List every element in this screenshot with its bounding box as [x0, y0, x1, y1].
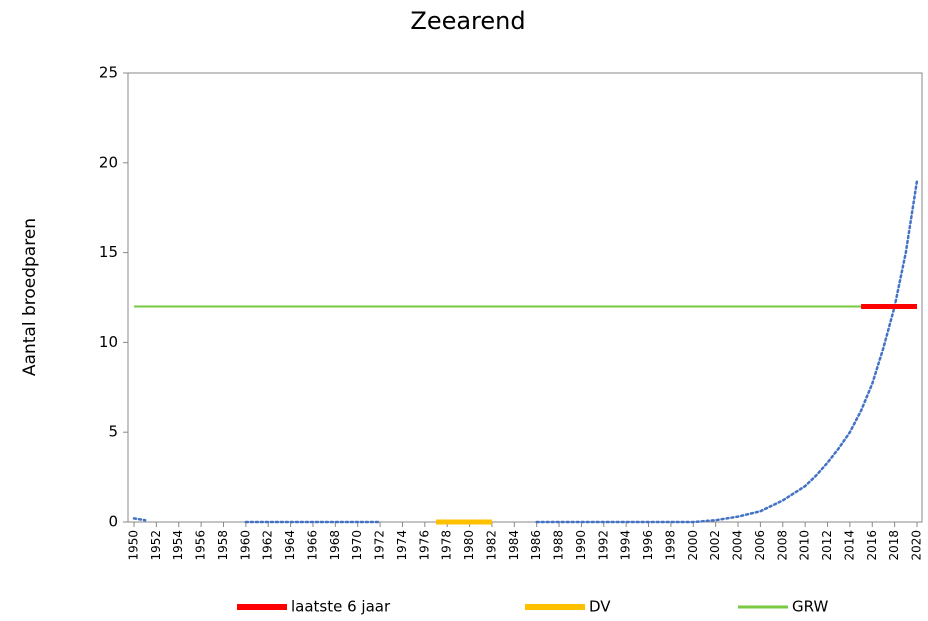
x-tick-label: 1974 — [395, 530, 409, 561]
series-line — [132, 517, 147, 522]
x-tick-label: 1968 — [328, 530, 342, 561]
plot-frame — [127, 72, 923, 523]
x-tick-label: 1976 — [417, 530, 431, 561]
x-tick-label: 2000 — [686, 530, 700, 561]
x-tick-label: 1950 — [127, 530, 141, 561]
x-tick-label: 1970 — [350, 530, 364, 561]
x-tick-label: 1992 — [596, 530, 610, 561]
x-tick-label: 1994 — [619, 530, 633, 561]
x-tick-label: 2012 — [820, 530, 834, 561]
x-tick-label: 1984 — [507, 530, 521, 561]
x-tick-label: 1982 — [484, 530, 498, 561]
x-tick-label: 1962 — [261, 530, 275, 561]
x-tick-label: 2008 — [775, 530, 789, 561]
x-tick-label: 1998 — [663, 530, 677, 561]
x-tick-label: 1952 — [149, 530, 163, 561]
y-tick-label: 20 — [99, 153, 118, 171]
y-tick-label: 10 — [99, 333, 118, 351]
x-tick-label: 1986 — [529, 530, 543, 561]
y-axis-label: Aantal broedparen — [20, 218, 40, 376]
legend-label: laatste 6 jaar — [291, 598, 391, 616]
x-tick-label: 1978 — [440, 530, 454, 561]
x-tick-label: 1956 — [194, 530, 208, 561]
x-tick-label: 2014 — [842, 530, 856, 561]
chart-title: Zeearend — [410, 7, 525, 35]
x-tick-label: 1988 — [552, 530, 566, 561]
x-tick-label: 1990 — [574, 530, 588, 561]
x-tick-label: 2016 — [865, 530, 879, 561]
x-tick-label: 1954 — [171, 530, 185, 561]
x-tick-label: 1958 — [216, 530, 230, 561]
x-tick-label: 1964 — [283, 530, 297, 561]
x-tick-label: 2010 — [798, 530, 812, 561]
x-tick-label: 2006 — [753, 530, 767, 561]
x-tick-label: 1960 — [238, 530, 252, 561]
legend-label: DV — [589, 598, 611, 616]
x-tick-label: 2020 — [910, 530, 924, 561]
legend-label: GRW — [792, 598, 828, 616]
x-tick-label: 1972 — [373, 530, 387, 561]
y-tick-label: 5 — [108, 423, 118, 441]
x-tick-label: 1966 — [305, 530, 319, 561]
y-tick-label: 15 — [99, 243, 118, 261]
series-line — [535, 179, 919, 524]
x-tick-label: 1980 — [462, 530, 476, 561]
x-tick-label: 2004 — [731, 530, 745, 561]
x-tick-label: 2002 — [708, 530, 722, 561]
y-tick-label: 0 — [108, 513, 118, 531]
x-tick-label: 1996 — [641, 530, 655, 561]
y-tick-label: 25 — [99, 64, 118, 82]
x-tick-label: 2018 — [887, 530, 901, 561]
